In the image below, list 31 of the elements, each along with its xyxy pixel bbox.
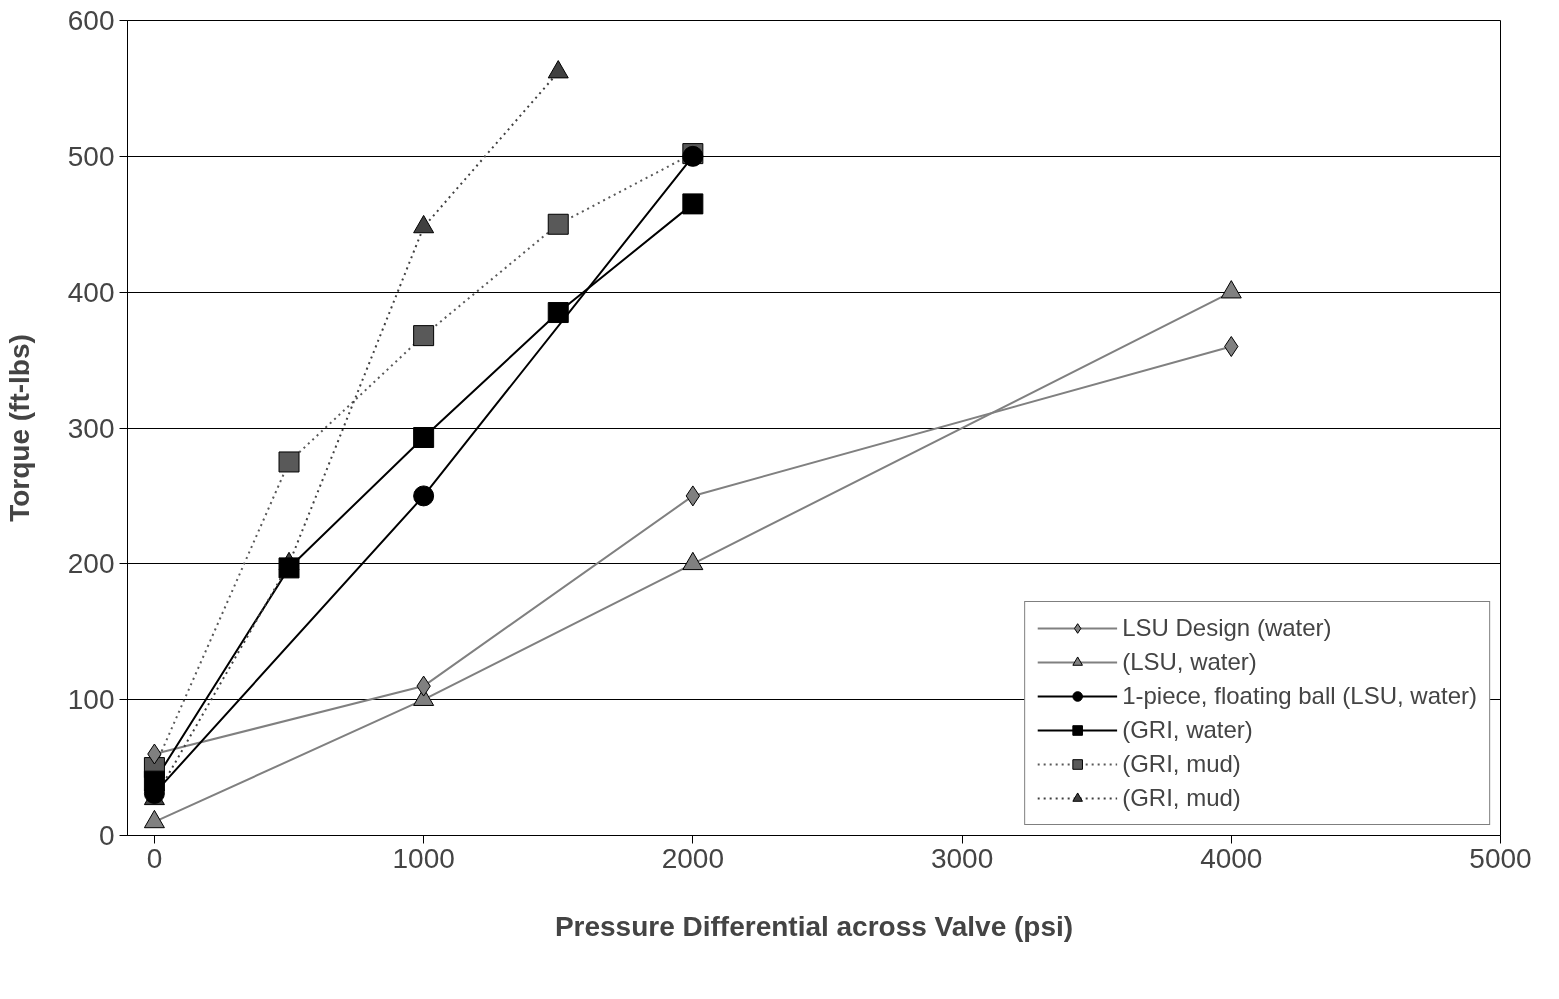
y-tick-label: 400 xyxy=(67,276,115,308)
x-tick-label: 5000 xyxy=(1469,842,1532,874)
point xyxy=(413,427,435,449)
legend-label: LSU Design (water) xyxy=(1122,614,1332,642)
y-tick-label: 300 xyxy=(67,412,115,444)
y-axis-title: Torque (ft-lbs) xyxy=(3,334,35,522)
legend-label: 1-piece, floating ball (LSU, water) xyxy=(1122,682,1477,710)
x-tick-label: 3000 xyxy=(930,842,994,874)
point xyxy=(278,451,300,473)
legend-label: (LSU, water) xyxy=(1122,648,1257,676)
point xyxy=(682,193,704,215)
legend-label: (GRI, water) xyxy=(1122,716,1253,744)
point xyxy=(413,325,435,347)
y-tick-label: 600 xyxy=(67,5,115,36)
x-axis-title: Pressure Differential across Valve (psi) xyxy=(554,910,1074,942)
x-tick-label: 2000 xyxy=(661,842,725,874)
point xyxy=(278,557,300,579)
legend-label: (GRI, mud) xyxy=(1122,784,1241,812)
point xyxy=(547,302,569,324)
y-tick-label: 100 xyxy=(67,684,115,716)
point xyxy=(547,213,569,235)
x-tick-label: 1000 xyxy=(392,842,455,874)
point xyxy=(1224,336,1239,357)
point xyxy=(413,485,435,507)
point xyxy=(685,485,701,507)
y-tick-label: 500 xyxy=(67,140,115,172)
x-tick-label: 4000 xyxy=(1200,842,1263,874)
y-tick-label: 200 xyxy=(67,548,115,580)
y-tick-label: 0 xyxy=(98,820,115,851)
x-tick-label: 0 xyxy=(146,842,163,874)
legend-label: (GRI, mud) xyxy=(1122,750,1241,778)
